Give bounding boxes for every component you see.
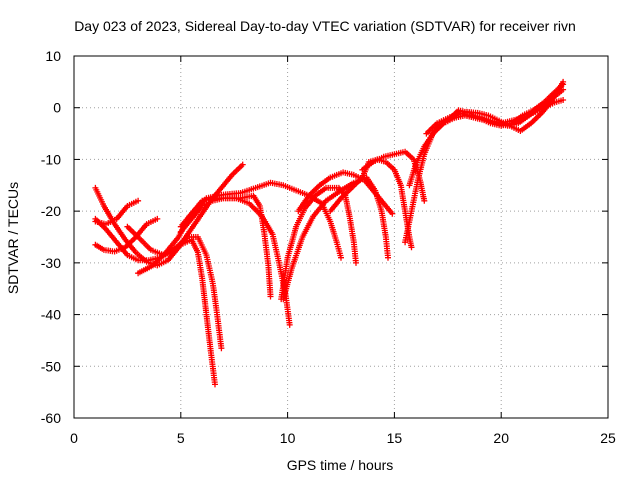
x-tick-label: 10 — [280, 430, 296, 446]
series-track-4 — [92, 197, 142, 228]
chart-title: Day 023 of 2023, Sidereal Day-to-day VTE… — [74, 18, 576, 34]
y-tick-label: -50 — [41, 358, 61, 374]
series-track-3 — [92, 215, 161, 255]
series-plus-markers — [434, 81, 567, 129]
series-track-17 — [434, 81, 567, 129]
x-tick-label: 15 — [387, 430, 403, 446]
x-tick-label: 25 — [600, 430, 616, 446]
plot-frame — [73, 55, 609, 419]
y-tick-label: 0 — [53, 100, 61, 116]
x-tick-label: 20 — [493, 430, 509, 446]
y-tick-label: -20 — [41, 203, 61, 219]
y-axis-label: SDTVAR / TECUs — [5, 182, 21, 294]
series-track-10 — [280, 174, 391, 303]
x-axis-label: GPS time / hours — [287, 457, 394, 473]
x-tick-label: 5 — [177, 430, 185, 446]
tick-layer: 0 5 10 15 20 25 10 0 -10 -20 -30 -40 -50 -60 — [41, 48, 616, 446]
y-tick-label: -30 — [41, 255, 61, 271]
series-track-7 — [177, 195, 293, 328]
y-tick-label: -40 — [41, 307, 61, 323]
series-line — [94, 218, 216, 386]
series-plus-markers — [295, 169, 396, 217]
y-tick-label: -60 — [41, 410, 61, 426]
y-tick-label: -10 — [41, 151, 61, 167]
series-track-11 — [295, 169, 396, 217]
x-tick-label: 0 — [70, 430, 78, 446]
grid-layer — [74, 56, 608, 418]
series-plus-markers — [92, 197, 142, 228]
series-plus-markers — [177, 195, 293, 328]
series-plus-markers — [280, 174, 391, 303]
data-layer — [92, 78, 567, 388]
series-plus-markers — [92, 215, 161, 255]
series-track-9 — [278, 184, 359, 303]
y-tick-label: 10 — [45, 48, 61, 64]
